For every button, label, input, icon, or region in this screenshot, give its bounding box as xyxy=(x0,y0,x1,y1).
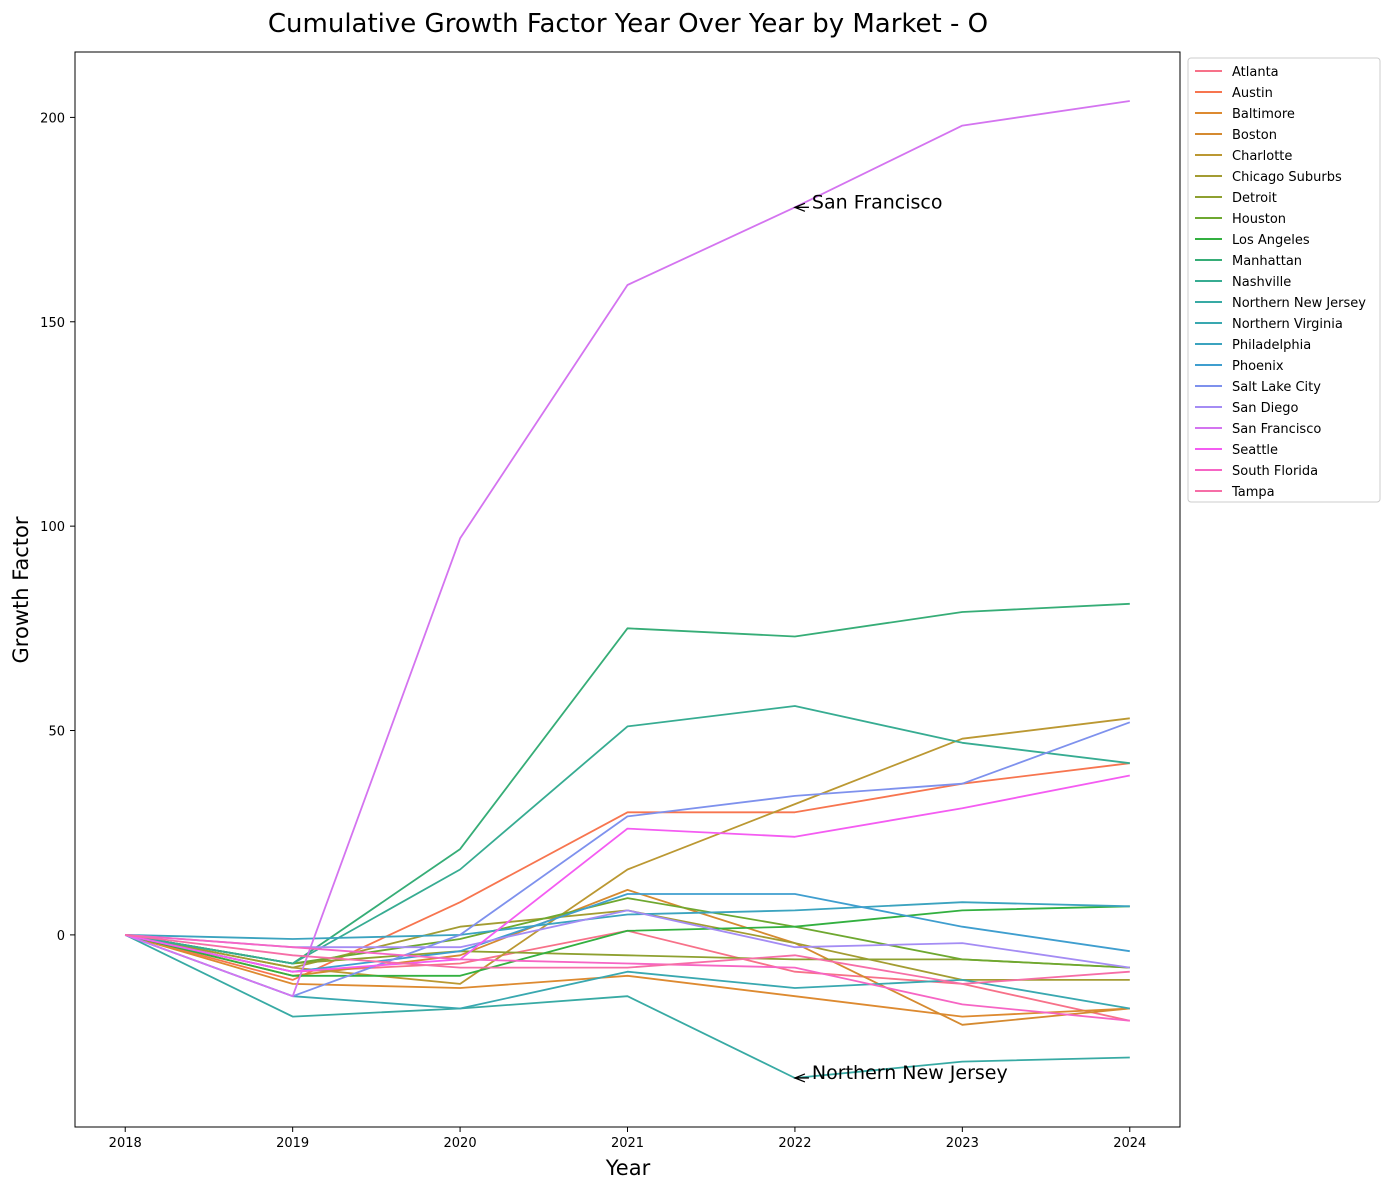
annotation-label: Northern New Jersey xyxy=(812,1062,1008,1084)
legend-label: Charlotte xyxy=(1232,149,1292,164)
legend-item: Baltimore xyxy=(1195,107,1295,122)
annotation-arrow xyxy=(793,1073,809,1083)
legend-label: Northern New Jersey xyxy=(1232,296,1366,311)
series-line-tampa xyxy=(125,934,1130,985)
legend-item: Nashville xyxy=(1195,275,1291,290)
legend-label: Los Angeles xyxy=(1232,233,1310,248)
y-axis-ticks: 0 50 100 150 200 xyxy=(40,111,75,944)
series-lines xyxy=(124,100,1131,1079)
legend-label: Philadelphia xyxy=(1232,338,1311,353)
legend-item: Boston xyxy=(1195,128,1277,143)
x-axis-ticks: 2018 2019 2020 2021 2022 2023 2024 xyxy=(109,1127,1146,1151)
y-tick-label: 150 xyxy=(40,316,65,331)
legend-label: Boston xyxy=(1232,128,1277,143)
x-tick-label: 2018 xyxy=(109,1136,142,1151)
annotation: Northern New Jersey xyxy=(793,1062,1008,1084)
annotation-arrow xyxy=(793,202,809,212)
legend-label: Phoenix xyxy=(1232,359,1284,374)
chart-title: Cumulative Growth Factor Year Over Year … xyxy=(268,9,988,39)
x-tick-label: 2019 xyxy=(276,1136,309,1151)
series-line-northern-new-jersey xyxy=(124,934,1130,1079)
x-axis-label: Year xyxy=(605,1156,651,1180)
legend-item: South Florida xyxy=(1195,464,1318,479)
series-line-nashville xyxy=(125,705,1130,965)
legend-item: Seattle xyxy=(1195,443,1278,458)
series-line-san-francisco xyxy=(124,100,1130,998)
legend-item: Chicago Suburbs xyxy=(1195,170,1342,185)
annotation-label: San Francisco xyxy=(812,191,943,213)
legend-item: Salt Lake City xyxy=(1195,380,1321,395)
legend-label: Salt Lake City xyxy=(1232,380,1321,395)
series-line-austin xyxy=(124,762,1130,981)
series-line-houston xyxy=(125,897,1130,969)
legend-label: Tampa xyxy=(1231,485,1275,500)
legend-label: Atlanta xyxy=(1232,65,1279,80)
legend-item: Detroit xyxy=(1195,191,1277,206)
series-line-charlotte xyxy=(125,717,1130,985)
x-tick-label: 2020 xyxy=(444,1136,477,1151)
legend-item: Los Angeles xyxy=(1195,233,1310,248)
annotations: San Francisco Northern New Jersey xyxy=(793,191,1008,1084)
legend-item: Philadelphia xyxy=(1195,338,1311,353)
legend-item: Phoenix xyxy=(1195,359,1284,374)
legend-label: San Francisco xyxy=(1232,422,1321,437)
legend-item: Tampa xyxy=(1195,485,1275,500)
x-tick-label: 2024 xyxy=(1113,1136,1146,1151)
y-tick-label: 100 xyxy=(40,520,65,535)
series-line-philadelphia xyxy=(125,901,1130,940)
x-tick-label: 2022 xyxy=(778,1136,811,1151)
y-tick-label: 200 xyxy=(40,111,65,126)
legend-label: Chicago Suburbs xyxy=(1232,170,1342,185)
legend-label: Manhattan xyxy=(1232,254,1302,269)
legend-label: San Diego xyxy=(1232,401,1298,416)
y-tick-label: 0 xyxy=(57,929,65,944)
series-line-seattle xyxy=(125,774,1130,973)
legend-item: San Francisco xyxy=(1195,422,1321,437)
series-line-south-florida xyxy=(125,934,1130,1022)
y-tick-label: 50 xyxy=(48,725,65,740)
x-tick-label: 2021 xyxy=(611,1136,644,1151)
legend-item: Houston xyxy=(1195,212,1286,227)
series-line-baltimore xyxy=(124,934,1130,1018)
legend-label: Nashville xyxy=(1232,275,1291,290)
legend-item: Atlanta xyxy=(1195,65,1279,80)
legend-label: Baltimore xyxy=(1232,107,1295,122)
legend-label: Seattle xyxy=(1232,443,1278,458)
series-line-los-angeles xyxy=(124,905,1130,977)
x-tick-label: 2023 xyxy=(946,1136,979,1151)
legend-item: Manhattan xyxy=(1195,254,1302,269)
legend-item: Austin xyxy=(1195,86,1273,101)
legend-frame xyxy=(1187,57,1381,503)
legend: Atlanta Austin Baltimore Boston Charlotte Chi… xyxy=(1187,57,1381,503)
annotation: San Francisco xyxy=(793,191,943,213)
legend-label: Houston xyxy=(1232,212,1286,227)
legend-label: Austin xyxy=(1232,86,1273,101)
legend-label: Northern Virginia xyxy=(1232,317,1343,332)
legend-label: Detroit xyxy=(1232,191,1277,206)
legend-item: Northern Virginia xyxy=(1195,317,1343,332)
legend-item: Charlotte xyxy=(1195,149,1292,164)
legend-item: San Diego xyxy=(1195,401,1298,416)
legend-item: Northern New Jersey xyxy=(1195,296,1366,311)
legend-label: South Florida xyxy=(1232,464,1318,479)
y-axis-label: Growth Factor xyxy=(9,516,33,663)
